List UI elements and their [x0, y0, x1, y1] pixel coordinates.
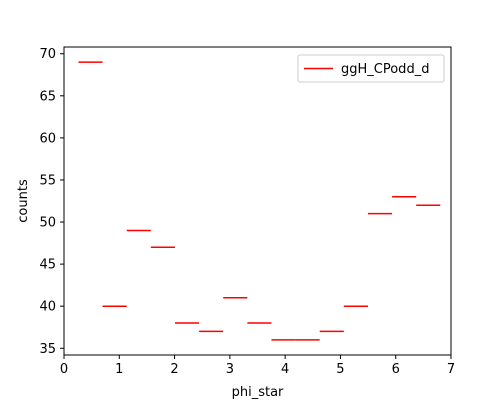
y-tick-label: 35 — [39, 342, 56, 357]
y-tick-label: 55 — [39, 173, 56, 188]
x-tick-label: 1 — [115, 362, 123, 377]
y-tick-label: 65 — [39, 89, 56, 104]
series-bins — [78, 61, 441, 341]
y-tick-label: 40 — [39, 300, 56, 315]
legend: ggH_CPodd_d — [297, 54, 445, 83]
x-tick-label: 5 — [336, 362, 344, 377]
x-tick-label: 7 — [447, 362, 455, 377]
legend-label: ggH_CPodd_d — [341, 62, 429, 77]
y-tick-label: 60 — [39, 131, 56, 146]
y-axis-label: counts — [16, 179, 31, 223]
y-tick-label: 50 — [39, 216, 56, 231]
legend-box — [297, 54, 445, 83]
x-axis-ticks: 0 1 2 3 4 5 6 7 — [60, 355, 455, 377]
plot-frame — [63, 46, 452, 356]
x-tick-label: 0 — [60, 362, 68, 377]
y-tick-label: 45 — [39, 258, 56, 273]
y-tick-label: 70 — [39, 47, 56, 62]
x-tick-label: 6 — [392, 362, 400, 377]
x-tick-label: 2 — [170, 362, 178, 377]
plot-area — [63, 46, 452, 356]
y-axis-ticks: 35 40 45 50 55 60 65 70 — [39, 47, 64, 357]
x-tick-label: 3 — [226, 362, 234, 377]
x-tick-label: 4 — [281, 362, 289, 377]
x-axis-label: phi_star — [232, 385, 284, 400]
